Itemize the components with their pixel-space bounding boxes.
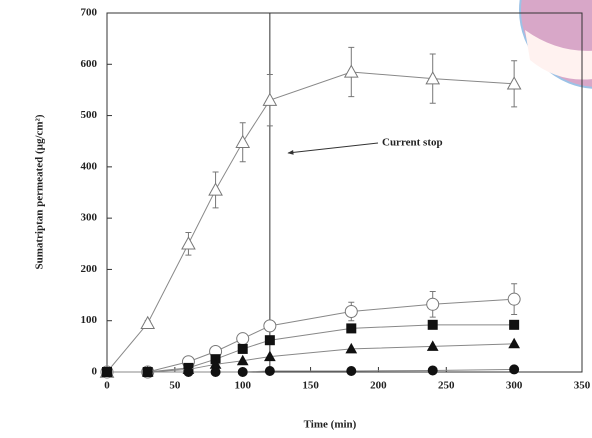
- marker: [346, 365, 357, 376]
- marker: [237, 367, 248, 377]
- x-tick-label: 200: [370, 380, 387, 392]
- x-tick-label: 50: [169, 380, 181, 392]
- series-line: [107, 298, 515, 373]
- series-line: [107, 324, 515, 373]
- marker: [506, 76, 522, 90]
- annotation-arrow: [287, 142, 379, 155]
- marker: [427, 365, 438, 376]
- marker: [427, 319, 438, 330]
- marker: [264, 350, 276, 362]
- annotation: Current stop: [382, 137, 443, 149]
- marker: [183, 367, 194, 377]
- marker: [426, 297, 440, 311]
- y-axis-label: Sumatriptan permeated (µg/cm²): [34, 114, 46, 269]
- y-tick-label: 100: [81, 314, 98, 326]
- marker: [345, 342, 358, 354]
- y-tick-label: 600: [81, 58, 98, 70]
- marker: [208, 182, 223, 196]
- marker: [210, 367, 221, 377]
- marker: [140, 315, 156, 329]
- y-tick-label: 0: [92, 366, 98, 378]
- series-line: [106, 71, 515, 373]
- x-tick-label: 100: [234, 380, 251, 392]
- x-tick-label: 0: [104, 380, 110, 392]
- marker: [346, 323, 357, 334]
- y-tick-label: 700: [81, 7, 98, 19]
- marker: [236, 332, 250, 346]
- y-tick-label: 200: [81, 263, 98, 275]
- x-tick-label: 250: [438, 380, 455, 392]
- marker: [236, 354, 249, 366]
- marker: [508, 337, 520, 349]
- marker: [264, 365, 275, 376]
- x-tick-label: 300: [506, 380, 523, 392]
- marker: [102, 367, 112, 377]
- marker: [426, 340, 439, 351]
- inset-image-detail: [525, 30, 592, 80]
- marker: [264, 335, 275, 346]
- y-tick-label: 300: [81, 212, 98, 224]
- marker: [509, 364, 520, 375]
- y-tick-label: 400: [81, 160, 98, 172]
- marker: [263, 319, 277, 333]
- marker: [142, 367, 153, 377]
- x-axis-label: Time (min): [304, 419, 357, 431]
- marker: [509, 319, 520, 330]
- plot-frame: [106, 12, 583, 373]
- x-tick-label: 150: [302, 380, 319, 392]
- marker: [262, 92, 278, 106]
- marker: [343, 64, 359, 78]
- marker: [181, 236, 196, 250]
- marker: [425, 71, 441, 85]
- y-tick-label: 500: [81, 109, 98, 121]
- x-tick-label: 350: [574, 380, 591, 392]
- marker: [237, 343, 248, 354]
- marker: [344, 304, 358, 318]
- marker: [507, 292, 521, 306]
- marker: [235, 134, 251, 148]
